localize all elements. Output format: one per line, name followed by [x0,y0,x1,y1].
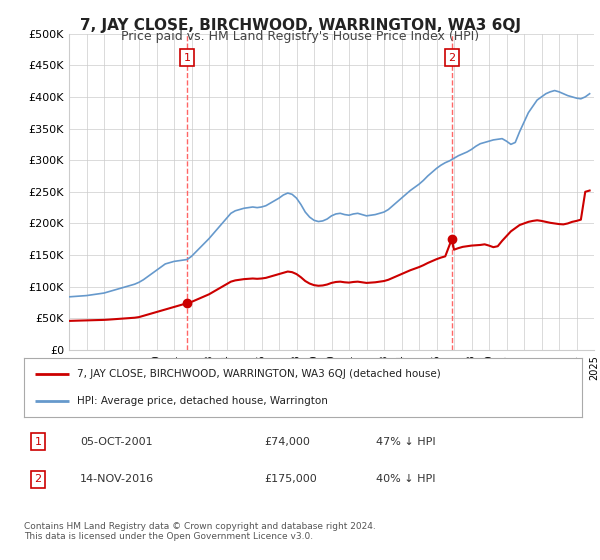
Text: £74,000: £74,000 [264,437,310,447]
Text: 1: 1 [184,53,191,63]
Text: 40% ↓ HPI: 40% ↓ HPI [376,474,435,484]
Text: 05-OCT-2001: 05-OCT-2001 [80,437,152,447]
Text: Contains HM Land Registry data © Crown copyright and database right 2024.
This d: Contains HM Land Registry data © Crown c… [24,522,376,542]
Text: 1: 1 [34,437,41,447]
Text: HPI: Average price, detached house, Warrington: HPI: Average price, detached house, Warr… [77,396,328,407]
Text: 7, JAY CLOSE, BIRCHWOOD, WARRINGTON, WA3 6QJ: 7, JAY CLOSE, BIRCHWOOD, WARRINGTON, WA3… [79,18,521,33]
Text: £175,000: £175,000 [264,474,317,484]
Text: Price paid vs. HM Land Registry's House Price Index (HPI): Price paid vs. HM Land Registry's House … [121,30,479,43]
Text: 14-NOV-2016: 14-NOV-2016 [80,474,154,484]
Text: 47% ↓ HPI: 47% ↓ HPI [376,437,435,447]
Text: 2: 2 [448,53,455,63]
Text: 7, JAY CLOSE, BIRCHWOOD, WARRINGTON, WA3 6QJ (detached house): 7, JAY CLOSE, BIRCHWOOD, WARRINGTON, WA3… [77,369,441,379]
Text: 2: 2 [34,474,41,484]
